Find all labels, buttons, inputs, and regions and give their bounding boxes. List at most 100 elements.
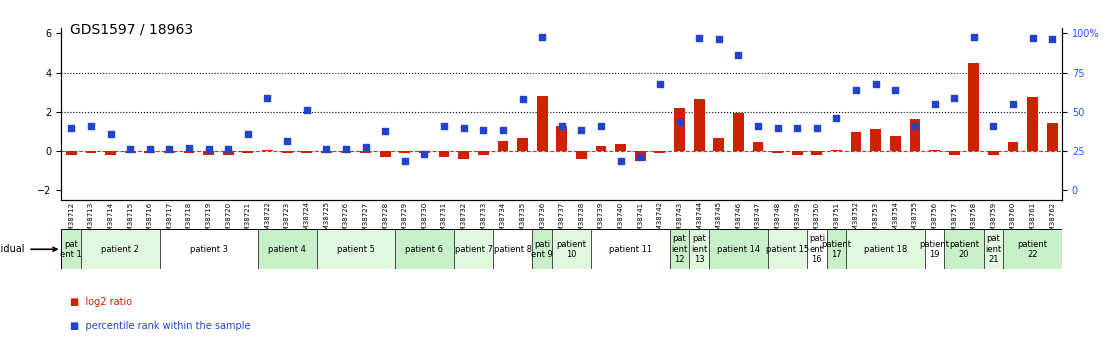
Bar <box>925 229 945 269</box>
Point <box>769 125 787 130</box>
Point <box>377 129 395 134</box>
Point <box>219 146 237 152</box>
Bar <box>458 151 470 159</box>
Bar <box>66 151 77 155</box>
Point <box>200 146 218 152</box>
Point <box>808 125 826 130</box>
Bar <box>733 113 743 151</box>
Bar <box>282 151 293 152</box>
Point <box>965 34 983 40</box>
Text: patient
20: patient 20 <box>949 239 979 259</box>
Point <box>612 158 629 164</box>
Point <box>161 146 179 152</box>
Point <box>866 82 884 87</box>
Bar <box>360 151 371 152</box>
Point <box>121 146 139 152</box>
Bar <box>557 126 567 151</box>
Bar <box>454 229 493 269</box>
Text: patient 18: patient 18 <box>864 245 907 254</box>
Point <box>632 154 650 160</box>
Text: ■  log2 ratio: ■ log2 ratio <box>70 297 133 307</box>
Bar <box>477 151 489 155</box>
Bar <box>243 151 254 154</box>
Point <box>102 132 120 137</box>
Bar <box>262 149 273 151</box>
Bar <box>984 229 1003 269</box>
Text: patient
17: patient 17 <box>822 239 852 259</box>
Text: pat
ent 1: pat ent 1 <box>60 239 83 259</box>
Point <box>494 127 512 132</box>
Bar <box>713 138 724 151</box>
Bar <box>164 151 174 154</box>
Text: patient 5: patient 5 <box>337 245 375 254</box>
Bar <box>596 146 606 151</box>
Point <box>239 132 257 137</box>
Bar <box>1003 229 1062 269</box>
Point <box>1043 37 1061 42</box>
Bar <box>988 151 998 155</box>
Text: pat
ient
12: pat ient 12 <box>672 234 688 264</box>
Bar <box>752 142 764 151</box>
Bar <box>395 229 454 269</box>
Bar <box>709 229 768 269</box>
Text: patient
22: patient 22 <box>1017 239 1048 259</box>
Bar <box>968 63 979 151</box>
Bar <box>321 151 332 154</box>
Point <box>82 123 100 128</box>
Point <box>513 96 531 102</box>
Text: pati
ent
16: pati ent 16 <box>808 234 825 264</box>
Bar <box>105 151 116 155</box>
Point <box>474 127 492 132</box>
Bar <box>552 229 591 269</box>
Text: ■  percentile rank within the sample: ■ percentile rank within the sample <box>70 321 250 331</box>
Point <box>533 34 551 40</box>
Point <box>651 82 669 87</box>
Bar <box>532 229 552 269</box>
Point <box>1004 101 1022 107</box>
Bar <box>257 229 316 269</box>
Bar <box>654 151 665 154</box>
Bar <box>812 151 822 155</box>
Text: pati
ent 9: pati ent 9 <box>531 239 553 259</box>
Bar <box>890 136 901 151</box>
Point <box>827 115 845 120</box>
Point <box>552 123 570 128</box>
Bar <box>61 229 82 269</box>
Bar <box>399 151 410 154</box>
Bar <box>694 99 704 151</box>
Bar <box>341 151 351 152</box>
Bar <box>615 144 626 151</box>
Point <box>396 158 414 164</box>
Text: patient 7: patient 7 <box>455 245 493 254</box>
Bar <box>690 229 709 269</box>
Text: pat
ient
21: pat ient 21 <box>985 234 1002 264</box>
Point <box>435 123 453 128</box>
Bar <box>768 229 807 269</box>
Bar <box>302 151 312 152</box>
Point <box>985 123 1003 128</box>
Bar <box>831 149 842 151</box>
Bar <box>910 119 920 151</box>
Point <box>572 127 590 132</box>
Text: patient
10: patient 10 <box>557 239 587 259</box>
Bar <box>870 129 881 151</box>
Point <box>690 36 708 41</box>
Bar <box>773 151 783 154</box>
Text: patient 11: patient 11 <box>609 245 652 254</box>
Point <box>887 88 904 93</box>
Point <box>141 146 159 152</box>
Bar <box>144 151 155 152</box>
Bar <box>380 151 390 157</box>
Text: patient 2: patient 2 <box>102 245 140 254</box>
Text: patient
19: patient 19 <box>920 239 949 259</box>
Text: GDS1597 / 18963: GDS1597 / 18963 <box>70 22 193 37</box>
Point <box>337 146 354 152</box>
Text: patient 15: patient 15 <box>766 245 809 254</box>
Bar <box>674 108 685 151</box>
Point <box>945 96 963 101</box>
Point <box>455 125 473 130</box>
Bar <box>537 96 548 151</box>
Point <box>180 145 198 151</box>
Bar <box>419 151 429 152</box>
Bar <box>438 151 449 157</box>
